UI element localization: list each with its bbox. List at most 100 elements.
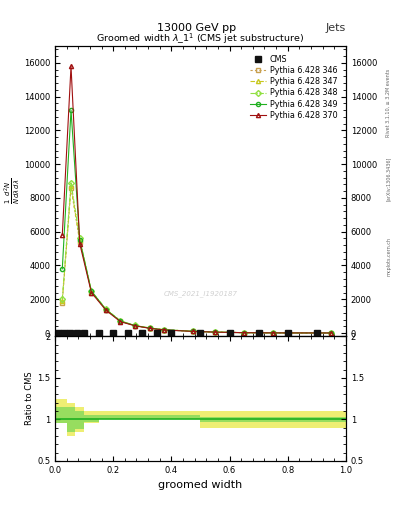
CMS <box>227 330 232 336</box>
Pythia 6.428 347 <box>242 330 246 336</box>
Pythia 6.428 370 <box>191 328 196 334</box>
Pythia 6.428 346 <box>60 300 64 306</box>
Pythia 6.428 348 <box>60 296 64 302</box>
Pythia 6.428 370 <box>242 330 246 336</box>
Pythia 6.428 346 <box>162 327 167 333</box>
Pythia 6.428 349 <box>133 323 138 329</box>
Pythia 6.428 370 <box>60 232 64 238</box>
Pythia 6.428 370 <box>89 289 94 295</box>
Pythia 6.428 348 <box>242 330 246 336</box>
Pythia 6.428 349 <box>242 330 246 336</box>
Y-axis label: $\frac{1}{N}\frac{d^2N}{d\lambda\,d\lambda}$: $\frac{1}{N}\frac{d^2N}{d\lambda\,d\lamb… <box>3 178 22 204</box>
Pythia 6.428 346 <box>77 239 82 245</box>
Pythia 6.428 346 <box>133 323 138 329</box>
Pythia 6.428 348 <box>271 330 275 336</box>
Pythia 6.428 348 <box>162 327 167 333</box>
Pythia 6.428 347 <box>89 289 94 295</box>
Pythia 6.428 349 <box>77 237 82 243</box>
Pythia 6.428 349 <box>60 266 64 272</box>
Line: Pythia 6.428 348: Pythia 6.428 348 <box>60 181 333 335</box>
Pythia 6.428 348 <box>118 318 123 324</box>
Pythia 6.428 348 <box>191 328 196 334</box>
Pythia 6.428 348 <box>69 180 73 186</box>
Pythia 6.428 346 <box>118 318 123 324</box>
CMS <box>82 330 86 336</box>
Pythia 6.428 370 <box>147 325 152 331</box>
Pythia 6.428 347 <box>69 183 73 189</box>
Title: Groomed width $\lambda\_1^1$ (CMS jet substructure): Groomed width $\lambda\_1^1$ (CMS jet su… <box>96 31 305 46</box>
CMS <box>111 330 116 336</box>
Pythia 6.428 346 <box>242 330 246 336</box>
Line: Pythia 6.428 346: Pythia 6.428 346 <box>60 186 333 335</box>
Pythia 6.428 347 <box>147 325 152 331</box>
Pythia 6.428 370 <box>69 63 73 70</box>
Pythia 6.428 349 <box>147 325 152 331</box>
Pythia 6.428 349 <box>329 330 334 336</box>
Pythia 6.428 347 <box>133 323 138 329</box>
Text: mcplots.cern.ch: mcplots.cern.ch <box>386 237 391 275</box>
Pythia 6.428 346 <box>69 185 73 191</box>
CMS <box>169 330 174 336</box>
Pythia 6.428 346 <box>147 325 152 331</box>
Line: Pythia 6.428 349: Pythia 6.428 349 <box>60 108 333 335</box>
Pythia 6.428 348 <box>89 288 94 294</box>
CMS <box>256 330 261 336</box>
Line: Pythia 6.428 370: Pythia 6.428 370 <box>60 64 333 335</box>
Pythia 6.428 370 <box>104 307 108 313</box>
Pythia 6.428 346 <box>191 328 196 334</box>
CMS <box>285 330 290 336</box>
Line: CMS: CMS <box>55 330 320 336</box>
Y-axis label: Ratio to CMS: Ratio to CMS <box>25 372 34 425</box>
CMS <box>96 330 101 336</box>
Pythia 6.428 347 <box>77 237 82 243</box>
Line: Pythia 6.428 347: Pythia 6.428 347 <box>60 184 333 335</box>
Pythia 6.428 370 <box>77 241 82 247</box>
CMS <box>67 330 72 336</box>
Pythia 6.428 349 <box>89 288 94 294</box>
Pythia 6.428 347 <box>104 306 108 312</box>
Pythia 6.428 348 <box>104 306 108 312</box>
Pythia 6.428 346 <box>271 330 275 336</box>
Pythia 6.428 349 <box>69 107 73 113</box>
Pythia 6.428 346 <box>213 329 217 335</box>
Pythia 6.428 370 <box>329 330 334 336</box>
Text: Jets: Jets <box>325 23 346 33</box>
Pythia 6.428 349 <box>191 328 196 334</box>
Pythia 6.428 370 <box>162 327 167 333</box>
Pythia 6.428 348 <box>133 323 138 329</box>
CMS <box>314 330 319 336</box>
Pythia 6.428 346 <box>104 307 108 313</box>
Pythia 6.428 349 <box>271 330 275 336</box>
Pythia 6.428 347 <box>271 330 275 336</box>
Text: Rivet 3.1.10, ≥ 3.2M events: Rivet 3.1.10, ≥ 3.2M events <box>386 68 391 137</box>
Pythia 6.428 370 <box>118 318 123 325</box>
Pythia 6.428 349 <box>213 329 217 335</box>
CMS <box>198 330 203 336</box>
Pythia 6.428 370 <box>133 323 138 329</box>
X-axis label: groomed width: groomed width <box>158 480 242 490</box>
Text: 13000 GeV pp: 13000 GeV pp <box>157 23 236 33</box>
Pythia 6.428 370 <box>213 329 217 335</box>
CMS <box>75 330 79 336</box>
Pythia 6.428 347 <box>60 298 64 304</box>
Text: [arXiv:1306.3436]: [arXiv:1306.3436] <box>386 157 391 201</box>
Pythia 6.428 346 <box>329 330 334 336</box>
CMS <box>125 330 130 336</box>
Pythia 6.428 349 <box>104 307 108 313</box>
Pythia 6.428 347 <box>191 328 196 334</box>
CMS <box>154 330 159 336</box>
Pythia 6.428 347 <box>329 330 334 336</box>
CMS <box>140 330 145 336</box>
Pythia 6.428 346 <box>89 289 94 295</box>
Pythia 6.428 370 <box>271 330 275 336</box>
Pythia 6.428 347 <box>162 327 167 333</box>
Legend: CMS, Pythia 6.428 346, Pythia 6.428 347, Pythia 6.428 348, Pythia 6.428 349, Pyt: CMS, Pythia 6.428 346, Pythia 6.428 347,… <box>249 53 339 121</box>
Pythia 6.428 349 <box>162 327 167 333</box>
CMS <box>55 330 60 336</box>
Pythia 6.428 348 <box>329 330 334 336</box>
Pythia 6.428 348 <box>147 325 152 331</box>
Pythia 6.428 347 <box>118 318 123 324</box>
Text: CMS_2021_I1920187: CMS_2021_I1920187 <box>163 291 237 297</box>
Pythia 6.428 347 <box>213 329 217 335</box>
Pythia 6.428 348 <box>77 236 82 242</box>
